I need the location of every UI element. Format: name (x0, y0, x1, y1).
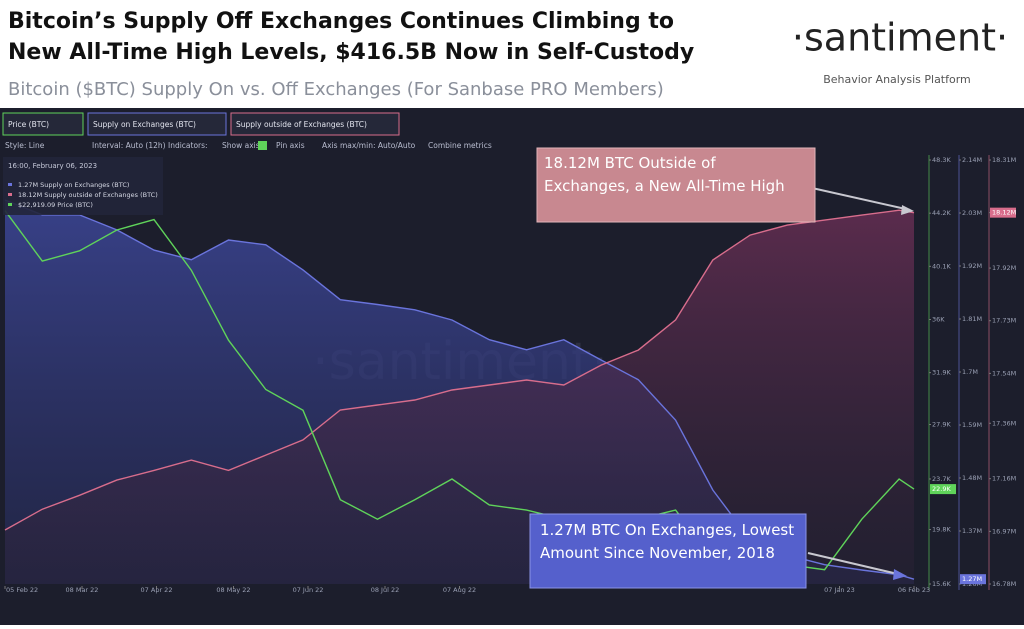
y-tick-label: 1.7M (962, 368, 978, 376)
line (4, 209, 915, 531)
current-tag-label: 22.9K (932, 485, 951, 493)
y-tick-label: 15.6K (932, 580, 951, 588)
annotation-box (529, 513, 807, 589)
y-tick-label: 48.3K (932, 156, 951, 164)
logo-tagline: Behavior Analysis Platform (823, 73, 971, 86)
y-tick-label: 16.78M (992, 580, 1016, 588)
y-tick-label: 17.54M (992, 369, 1016, 377)
y-tick-label: 16.97M (992, 527, 1016, 535)
tab[interactable] (87, 112, 227, 136)
x-tick-label: 05 Feb 22 (6, 586, 38, 594)
checkbox[interactable] (258, 141, 267, 150)
y-tick-label: 40.1K (932, 262, 951, 270)
x-tick-label: 08 Jul 22 (371, 586, 400, 594)
area (5, 210, 914, 584)
x-tick-label: 07 Jan 23 (824, 586, 855, 594)
arrowhead (893, 569, 907, 580)
current-tag (930, 484, 956, 495)
y-tick-label: 17.36M (992, 419, 1016, 427)
tab[interactable] (2, 112, 84, 136)
y-tick-label: 1.48M (962, 474, 982, 482)
y-tick-label: 2.14M (962, 156, 982, 164)
toolbar-item[interactable]: Indicators: (168, 141, 208, 150)
y-tick-label: 18.31M (992, 156, 1016, 164)
legend-value: $22,919.09 (18, 201, 55, 209)
annotation: 18.12M BTC Outside of Exchanges, a New Al… (544, 154, 785, 195)
legend-name: Supply outside of Exchanges (BTC) (44, 191, 157, 199)
legend-name: Supply on Exchanges (BTC) (40, 181, 129, 189)
legend-swatch (8, 193, 12, 196)
annotation-box (536, 147, 816, 223)
y-tick-label: 31.9K (932, 369, 951, 377)
y-tick-label: 44.2K (932, 209, 951, 217)
legend-value: 1.27M (18, 181, 38, 189)
title: New All-Time High Levels, $416.5B Now in… (8, 40, 694, 65)
legend-swatch (8, 203, 12, 206)
title: Bitcoin’s Supply Off Exchanges Continues… (8, 9, 674, 34)
toolbar-item[interactable]: Show axis (222, 141, 260, 150)
annotation: 1.27M BTC On Exchanges, Lowest Amount Sin… (540, 521, 794, 562)
legend-time: 16:00, February 06, 2023 (8, 162, 97, 170)
x-tick-label: 08 Mar 22 (66, 586, 99, 594)
x-tick-label: 07 Apr 22 (141, 586, 173, 594)
toolbar-item[interactable]: Axis max/min: Auto/Auto (322, 141, 416, 150)
y-tick-label: 1.37M (962, 527, 982, 535)
y-tick-label: 27.9K (932, 421, 951, 429)
legend-entry: 18.12M Supply outside of Exchanges (BTC) (18, 191, 158, 199)
logo: ·santiment· (792, 16, 1008, 60)
y-tick-label: 19.8K (932, 526, 951, 534)
y-tick-label: 2.03M (962, 209, 982, 217)
y-tick-label: 17.73M (992, 317, 1016, 325)
x-tick-label: 07 Jun 22 (293, 586, 324, 594)
tab-label: Supply on Exchanges (BTC) (93, 120, 196, 129)
current-tag-label: 1.27M (962, 575, 982, 583)
y-tick-label: 17.92M (992, 264, 1016, 272)
toolbar-item[interactable]: Interval: Auto (12h) (92, 141, 166, 150)
arrow (807, 552, 903, 576)
x-tick-label: 07 Aug 22 (443, 586, 476, 594)
toolbar-item[interactable]: Pin axis (276, 141, 305, 150)
y-tick-label: 17.16M (992, 475, 1016, 483)
x-tick-label: 08 May 22 (216, 586, 250, 594)
subtitle: Bitcoin ($BTC) Supply On vs. Off Exchang… (8, 79, 664, 100)
legend-box (3, 157, 163, 215)
tab-label: Price (BTC) (8, 120, 49, 129)
legend-name: Price (BTC) (57, 201, 93, 209)
x-tick-label: 06 Feb 23 (898, 586, 930, 594)
current-tag (990, 207, 1016, 218)
tab[interactable] (230, 112, 400, 136)
y-tick-label: 1.59M (962, 421, 982, 429)
current-tag-label: 18.12M (992, 209, 1016, 217)
y-tick-label: 23.7K (932, 475, 951, 483)
legend-swatch (8, 183, 12, 186)
tab-label: Supply outside of Exchanges (BTC) (236, 120, 367, 129)
legend-entry: 1.27M Supply on Exchanges (BTC) (18, 181, 129, 189)
legend-value: 18.12M (18, 191, 42, 199)
arrowhead (901, 205, 914, 215)
y-tick-label: 1.81M (962, 315, 982, 323)
y-tick-label: 1.92M (962, 262, 982, 270)
current-tag (960, 574, 986, 585)
toolbar-item[interactable]: Combine metrics (428, 141, 492, 150)
arrow (811, 187, 911, 211)
legend-entry: $22,919.09 Price (BTC) (18, 201, 93, 209)
y-tick-label: 36K (932, 315, 945, 323)
toolbar-item[interactable]: Style: Line (5, 141, 45, 150)
